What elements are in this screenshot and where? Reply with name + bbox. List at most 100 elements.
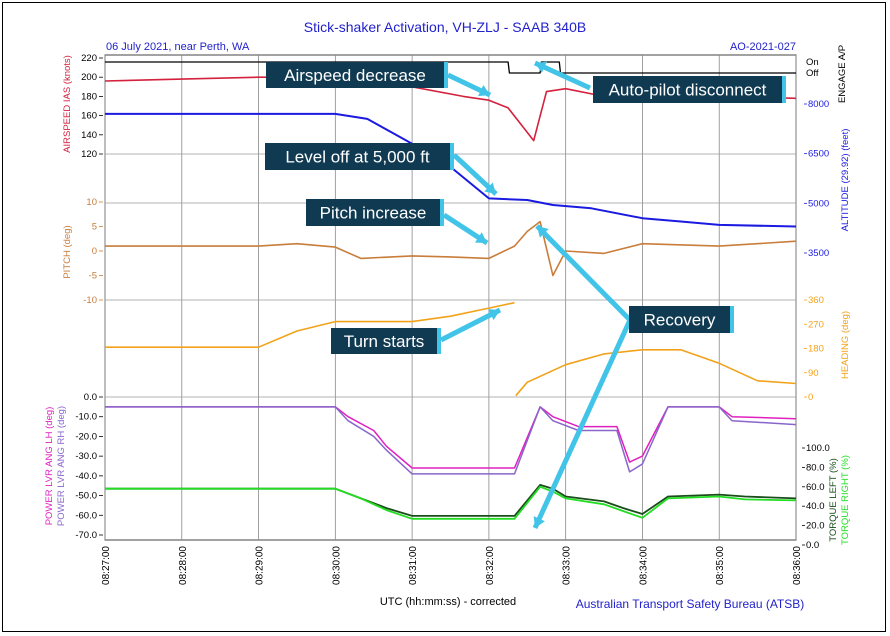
airspeed-tick: 160 [81, 111, 97, 122]
power-tick: -50.0 [75, 491, 97, 502]
airspeed-tick: 140 [81, 130, 97, 141]
airspeed-tick: 220 [81, 53, 97, 64]
heading-line [515, 348, 797, 397]
pitch-axis-label: PITCH (deg) [62, 225, 73, 278]
airspeed-tick: 180 [81, 91, 97, 102]
pitch-arrow-head [475, 232, 487, 243]
torque-tick: 40.0 [806, 501, 825, 512]
altitude-axis-label: ALTITUDE (29.92) (feet) [840, 129, 851, 232]
x-tick-label: 08:35:00 [715, 546, 726, 585]
airspeed-annotation-label: Airspeed decrease [284, 66, 426, 85]
airspeed-tick: 200 [81, 72, 97, 83]
torque-tick: 20.0 [806, 521, 825, 532]
x-axis-label: UTC (hh:mm:ss) - corrected [380, 596, 516, 608]
panel-axes: 220 200 180 160 140 120 AIRSPEED IAS (knots) On… [44, 45, 851, 551]
ap-axis-label: ENGAGE A/P [837, 45, 848, 103]
altitude-tick: 6500 [808, 149, 829, 160]
turn-arrow [439, 307, 502, 343]
credit-text: Australian Transport Safety Bureau (ATSB… [576, 597, 805, 611]
x-tick-label: 08:32:00 [485, 546, 496, 585]
pitch-tick: -10 [83, 295, 97, 306]
leveloff-annotation-label: Level off at 5,000 ft [285, 148, 430, 167]
power-tick: -70.0 [75, 530, 97, 541]
annotations: Airspeed decrease Auto-pilot disconnect Le… [265, 60, 786, 530]
recovery-arrow-2-head [533, 516, 545, 528]
recovery-arrow-1 [535, 224, 632, 322]
pitch-annotation-box [306, 199, 444, 226]
autopilot-annotation-box [593, 76, 786, 103]
power-lh-axis-label: POWER LVR ANG LH (deg) [44, 407, 55, 526]
recovery-arrow-1-head [537, 226, 549, 238]
turn-annotation-edge [437, 328, 441, 354]
altitude-tick: 5000 [808, 198, 829, 209]
torque-left-axis-label: TORQUE LEFT (%) [828, 458, 839, 542]
power-tick: -10.0 [75, 412, 97, 423]
torque-tick: 0.0 [806, 540, 819, 551]
heading-tick: 0 [808, 392, 813, 403]
chart-subtitle-left: 06 July 2021, near Perth, WA [106, 41, 250, 53]
ap-tick-off: Off [806, 68, 819, 79]
heading-tick: 360 [808, 295, 824, 306]
chart-subtitle-right: AO-2021-027 [730, 41, 796, 53]
torque-left-line [105, 483, 797, 517]
autopilot-annotation-label: Auto-pilot disconnect [609, 81, 767, 100]
autopilot-annotation-edge [782, 76, 786, 103]
torque-right-line [105, 485, 797, 520]
power-lh-line [105, 406, 797, 469]
autopilot-arrow-head [535, 61, 547, 73]
power-tick: -60.0 [75, 510, 97, 521]
x-tick-label: 08:29:00 [255, 546, 266, 585]
heading-tick: 90 [808, 368, 819, 379]
chart-title: Stick-shaker Activation, VH-ZLJ - SAAB 3… [304, 19, 586, 35]
airspeed-annotation-edge [444, 62, 448, 88]
autopilot-line [105, 61, 796, 74]
pitch-tick: 0 [92, 246, 97, 257]
x-tick-label: 08:27:00 [101, 546, 112, 585]
recovery-annotation-box [629, 306, 734, 333]
heading-axis-label: HEADING (deg) [840, 311, 851, 379]
airspeed-axis-label: AIRSPEED IAS (knots) [62, 55, 73, 153]
turn-annotation-box [331, 328, 441, 354]
heading-line [105, 301, 515, 349]
x-axis-ticks: 08:27:00 08:28:00 08:29:00 08:30:00 08:31:00… [101, 546, 803, 585]
pitch-tick: 5 [92, 222, 97, 233]
power-tick: -30.0 [75, 451, 97, 462]
pitch-annotation-label: Pitch increase [320, 204, 427, 223]
power-tick: -40.0 [75, 471, 97, 482]
grid [104, 55, 797, 540]
leveloff-arrow-head [484, 182, 496, 194]
x-tick-label: 08:34:00 [638, 546, 649, 585]
altitude-line [105, 112, 797, 228]
recovery-annotation-edge [730, 306, 734, 333]
airspeed-tick: 120 [81, 149, 97, 160]
recovery-arrow-2 [532, 318, 633, 530]
pitch-annotation-edge [440, 199, 444, 226]
airspeed-arrow-head [478, 84, 490, 97]
torque-right-axis-label: TORQUE RIGHT (%) [840, 455, 851, 545]
altitude-tick: 8000 [808, 99, 829, 110]
leveloff-annotation-edge [450, 143, 454, 170]
x-tick-label: 08:31:00 [408, 546, 419, 585]
power-tick: -20.0 [75, 431, 97, 442]
torque-tick: 80.0 [806, 462, 825, 473]
leveloff-annotation-box [265, 143, 454, 170]
power-tick: 0.0 [84, 392, 97, 403]
turn-arrow-head [488, 309, 500, 321]
altitude-tick: 3500 [808, 248, 829, 259]
airspeed-annotation-box [266, 62, 448, 88]
heading-tick: 180 [808, 344, 824, 355]
heading-tick: 270 [808, 319, 824, 330]
series-lines [104, 61, 797, 520]
pitch-tick: 10 [86, 197, 97, 208]
ap-tick-on: On [806, 57, 819, 68]
torque-tick: 100.0 [806, 443, 830, 454]
x-tick-label: 08:33:00 [562, 546, 573, 585]
power-rh-line [105, 406, 797, 475]
power-rh-axis-label: POWER LVR ANG RH (deg) [56, 406, 67, 526]
torque-tick: 60.0 [806, 482, 825, 493]
recovery-annotation-label: Recovery [644, 311, 716, 330]
pitch-tick: -5 [89, 271, 97, 282]
x-tick-label: 08:30:00 [331, 546, 342, 585]
pitch-line [105, 220, 797, 277]
